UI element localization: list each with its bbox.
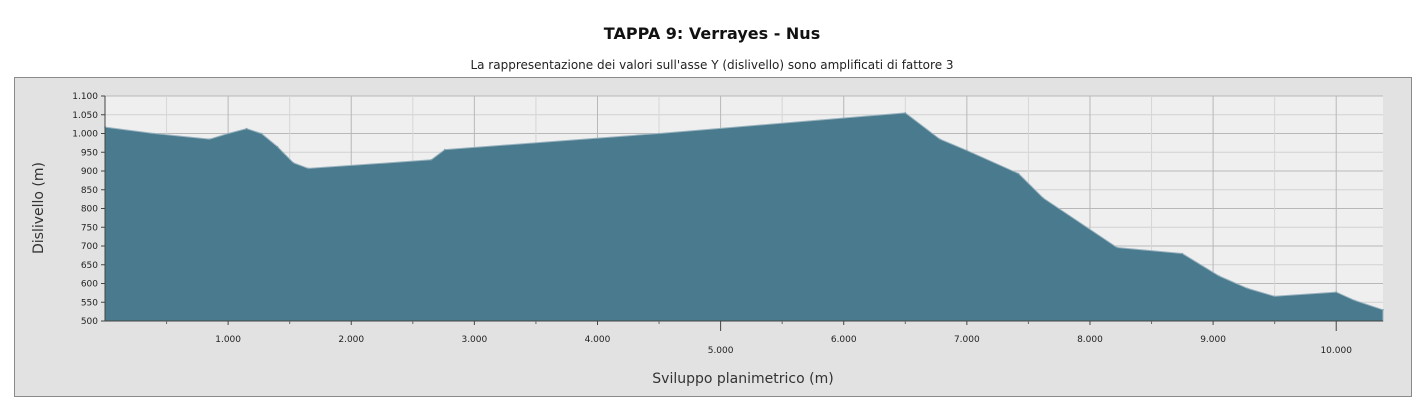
y-tick-label: 1.000 [72,130,98,140]
x-tick-label: 6.000 [831,335,857,345]
y-tick-label: 1.100 [72,92,98,102]
y-tick-label: 500 [81,317,98,327]
data-point [260,132,263,135]
x-tick-label: 2.000 [338,335,364,345]
y-tick-label: 750 [81,223,98,233]
data-point [1017,172,1020,175]
data-point [939,138,941,140]
x-tick-label: 3.000 [461,335,487,345]
y-tick-label: 550 [81,298,98,308]
data-point [430,159,433,161]
x-tick-label: 8.000 [1077,335,1103,345]
data-point [1382,309,1384,311]
data-point [1218,275,1220,277]
data-point [227,132,229,135]
data-point [1116,246,1118,249]
x-tick-label: 7.000 [954,335,980,345]
x-tick-label: 9.000 [1200,335,1226,345]
elevation-area [104,112,1384,322]
data-point [904,112,907,114]
x-tick-label: 5.000 [708,346,734,356]
data-point [1273,295,1276,298]
data-point [444,148,446,151]
data-point [658,132,660,135]
y-tick-label: 800 [81,205,98,215]
data-point [276,145,279,148]
x-axis-label: Sviluppo planimetrico (m) [652,371,833,387]
y-axis-label: Dislivello (m) [31,162,47,254]
y-tick-label: 900 [81,167,98,177]
y-tick-labels: 500 550 600 650 700 750 800 850 900 950 1.000 1.050… [72,92,105,327]
x-tick-label: 4.000 [585,335,611,345]
x-tick-labels: 1.000 2.000 3.000 4.000 5.000 6.000 7.000 8.000… [166,321,1352,356]
y-tick-label: 1.050 [72,111,98,121]
data-point [1246,287,1249,290]
data-point [1042,197,1044,199]
y-tick-label: 700 [81,242,98,252]
chart-title: TAPPA 9: Verrayes - Nus [603,24,821,43]
y-tick-label: 950 [81,148,98,158]
data-point [208,138,211,140]
data-point [1335,291,1337,293]
data-point [307,167,310,170]
data-point [966,149,968,152]
data-point [153,132,155,135]
y-tick-label: 850 [81,186,98,196]
data-point [1353,299,1356,302]
x-tick-label: 10.000 [1320,346,1352,356]
y-tick-label: 650 [81,261,98,271]
x-tick-label: 1.000 [215,335,241,345]
chart-subtitle: La rappresentazione dei valori sull'asse… [470,58,954,72]
data-point [245,127,248,130]
data-point [292,162,295,164]
y-tick-label: 600 [81,280,98,290]
data-point [1181,252,1184,255]
